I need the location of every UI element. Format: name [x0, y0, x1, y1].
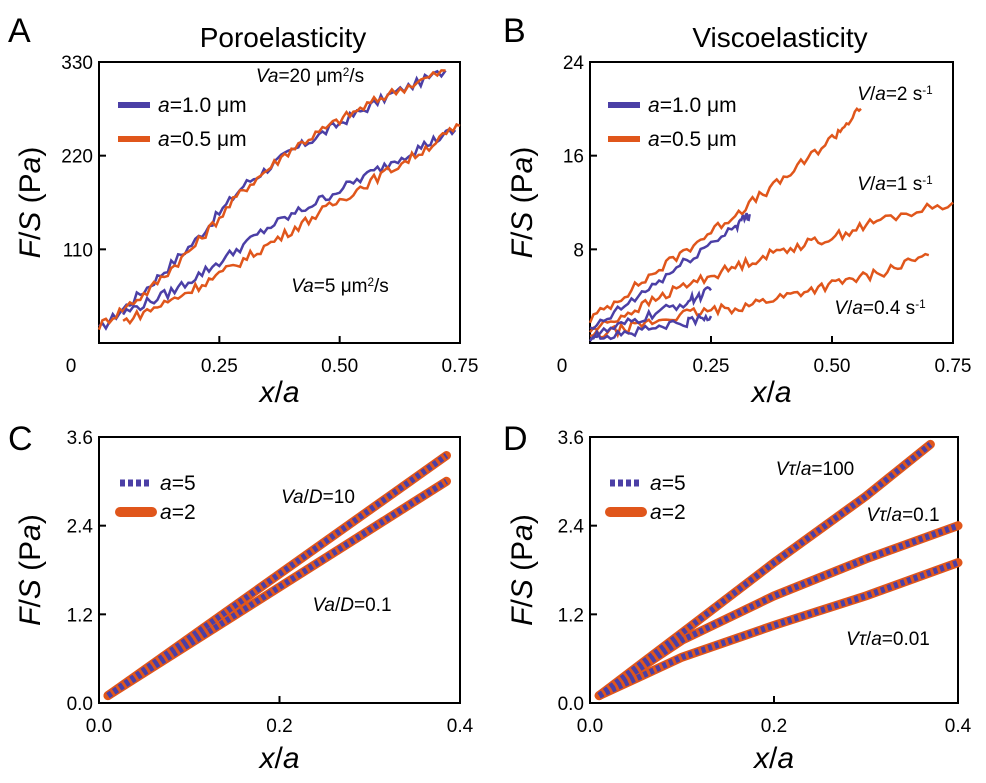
y-tick-label: 24 — [563, 53, 585, 74]
plot-frame — [98, 61, 461, 344]
legend-label: a=0.5 μm — [158, 128, 247, 151]
panel-title-a: Poroelasticity — [200, 22, 367, 53]
series-line — [103, 476, 451, 701]
y-tick-label: 220 — [61, 147, 93, 168]
y-tick-label: 1.2 — [558, 605, 584, 626]
legend-label: a=1.0 μm — [158, 94, 247, 117]
y-axis-label: F/S (Pa) — [14, 514, 47, 626]
y-tick-label: 110 — [63, 240, 93, 261]
curve-annotation: Va=20 μm2/s — [256, 66, 364, 88]
curve-annotation: Vτ/a=100 — [776, 459, 854, 480]
series-line — [597, 442, 933, 698]
x-axis-label: x/a — [752, 742, 794, 775]
series-line — [122, 127, 457, 316]
x-tick-label: 0.2 — [266, 716, 292, 737]
y-tick-label: 1.2 — [67, 605, 93, 626]
curve-annotation: V/a=2 s-1 — [857, 84, 932, 106]
legend-label: a=5 — [160, 472, 196, 495]
y-tick-label: 3.6 — [67, 428, 93, 449]
legend-label: a=2 — [650, 501, 686, 524]
x-tick-label: 0.75 — [442, 356, 479, 377]
curve-annotation: Va=5 μm2/s — [291, 276, 389, 298]
y-tick-label: 0.0 — [67, 694, 93, 715]
series-line — [597, 559, 960, 699]
legend-label: a=1.0 μm — [648, 94, 737, 117]
panel-label-a: A — [8, 12, 31, 50]
panel-label-d: D — [503, 420, 528, 458]
series-line — [589, 285, 712, 342]
series-line — [122, 122, 461, 326]
curve-annotation: Va/D=10 — [281, 487, 355, 508]
x-tick-label: 0.4 — [447, 716, 474, 737]
x-axis-label: x/a — [749, 376, 791, 409]
y-tick-label: 2.4 — [67, 517, 94, 538]
series-line — [589, 312, 713, 341]
x-tick-label: 0.50 — [321, 356, 358, 377]
x-axis-label: x/a — [257, 742, 299, 775]
y-tick-label: 2.4 — [558, 517, 585, 538]
y-axis-label: F/S (Pa) — [14, 147, 47, 259]
x-tick-label: 0.25 — [201, 356, 238, 377]
legend-label: a=2 — [160, 501, 196, 524]
panel-label-c: C — [8, 420, 33, 458]
x-tick-label: 0.2 — [761, 716, 787, 737]
y-axis-label: F/S (Pa) — [506, 514, 539, 626]
panel-title-b: Viscoelasticity — [692, 22, 867, 53]
series-line — [588, 106, 862, 324]
series-line — [597, 522, 960, 699]
series-line — [589, 201, 954, 333]
x-tick-label: 0.0 — [86, 716, 112, 737]
curve-annotation: Vτ/a=0.1 — [866, 505, 939, 526]
x-tick-label: 0.25 — [693, 356, 730, 377]
panel-label-b: B — [503, 12, 526, 50]
y-tick-label: 16 — [563, 147, 584, 168]
y-tick-label: 330 — [61, 53, 93, 74]
series-line — [106, 453, 449, 699]
series-line — [97, 69, 446, 331]
x-axis-label: x/a — [257, 376, 299, 409]
x-tick-label: 0.4 — [945, 716, 972, 737]
y-axis-label: F/S (Pa) — [506, 147, 539, 259]
x-tick-label: 0.75 — [935, 356, 972, 377]
legend-label: a=5 — [650, 472, 686, 495]
y-tick-label: 3.6 — [558, 428, 584, 449]
x-tick-label: 0 — [66, 356, 77, 377]
series-line — [98, 69, 447, 331]
curve-annotation: V/a=1 s-1 — [857, 174, 932, 196]
curve-annotation: Va/D=0.1 — [312, 595, 391, 616]
series-line — [589, 252, 930, 339]
curve-annotation: Vτ/a=0.01 — [846, 629, 930, 650]
x-tick-label: 0.0 — [577, 716, 603, 737]
y-tick-label: 0.0 — [558, 694, 584, 715]
curve-annotation: V/a=0.4 s-1 — [834, 298, 925, 320]
series-line — [106, 478, 449, 699]
x-tick-label: 0.50 — [814, 356, 851, 377]
y-tick-label: 8 — [573, 240, 584, 261]
x-tick-label: 0 — [557, 356, 568, 377]
legend-label: a=0.5 μm — [648, 128, 737, 151]
series-line — [589, 212, 751, 331]
